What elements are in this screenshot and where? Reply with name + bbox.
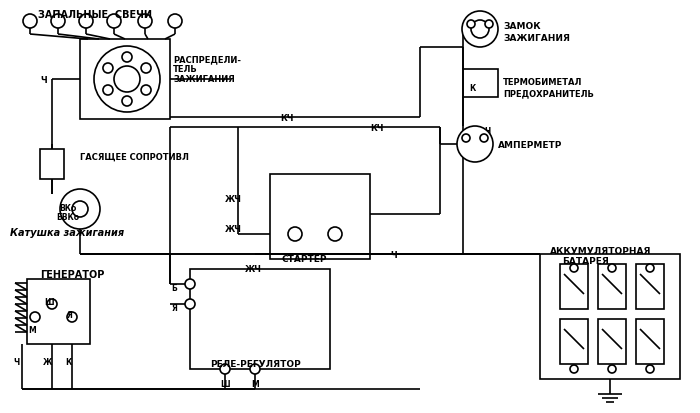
Circle shape [185,299,195,309]
Bar [560,264,588,309]
Text: М: М [251,379,259,388]
Circle shape [72,202,88,218]
Circle shape [47,299,57,309]
Text: ТЕЛЬ: ТЕЛЬ [173,65,197,74]
Bar [270,175,370,259]
Text: АККУМУЛЯТОРНАЯ: АККУМУЛЯТОРНАЯ [550,247,652,255]
Circle shape [103,64,113,74]
Text: БАТАРЕЯ: БАТАРЕЯ [562,256,609,266]
Circle shape [485,21,493,29]
Bar [190,269,330,369]
Circle shape [141,64,151,74]
Circle shape [646,365,654,373]
Text: Ж: Ж [43,357,52,366]
Circle shape [107,15,121,29]
Circle shape [141,86,151,96]
Circle shape [51,15,65,29]
Text: Ч: Ч [484,127,490,136]
Circle shape [467,21,475,29]
Bar [560,319,588,364]
Text: Ш: Ш [220,379,230,388]
Text: РАСПРЕДЕЛИ-: РАСПРЕДЕЛИ- [173,55,241,64]
Circle shape [220,364,230,374]
Text: ЗАЖИГАНИЯ: ЗАЖИГАНИЯ [503,34,570,43]
Circle shape [462,12,498,48]
Circle shape [457,127,493,163]
Circle shape [138,15,152,29]
Text: КЧ: КЧ [370,124,384,133]
Text: Б: Б [171,283,177,292]
Circle shape [94,47,160,113]
Circle shape [462,135,470,142]
Text: БВКо: БВКо [56,212,79,221]
Text: РЕЛЕ-РЕГУЛЯТОР: РЕЛЕ-РЕГУЛЯТОР [210,359,301,368]
Bar [80,40,170,120]
Circle shape [23,15,37,29]
Text: К: К [65,357,71,366]
Circle shape [570,264,578,272]
Text: М: М [28,325,36,334]
Text: КЧ: КЧ [280,114,293,123]
Circle shape [79,15,93,29]
Bar [27,279,90,344]
Text: Ч: Ч [14,357,20,366]
Text: ЖЧ: ЖЧ [225,195,242,204]
Bar [636,264,664,309]
Bar [40,150,64,180]
Text: Ш: Ш [44,297,54,306]
Circle shape [122,97,132,107]
Circle shape [30,312,40,322]
Text: ЗАМОК: ЗАМОК [503,22,540,31]
Text: Я: Я [171,303,177,312]
Text: Ч: Ч [40,76,47,85]
Circle shape [185,279,195,289]
Text: Катушка зажигания: Катушка зажигания [10,228,124,237]
Text: ГАСЯЩЕЕ СОПРОТИВЛ: ГАСЯЩЕЕ СОПРОТИВЛ [80,153,189,161]
Circle shape [168,15,182,29]
Circle shape [646,264,654,272]
Circle shape [471,21,489,39]
Circle shape [250,364,260,374]
Text: ЖЧ: ЖЧ [245,264,262,273]
Text: ЗАПАЛЬНЫЕ  СВЕЧИ: ЗАПАЛЬНЫЕ СВЕЧИ [38,10,152,20]
Circle shape [103,86,113,96]
Circle shape [114,67,140,93]
Bar [463,70,498,98]
Text: ПРЕДОХРАНИТЕЛЬ: ПРЕДОХРАНИТЕЛЬ [503,89,594,98]
Circle shape [570,365,578,373]
Circle shape [288,228,302,242]
Text: Я: Я [66,310,72,319]
Text: ВКо: ВКо [59,204,76,212]
Text: ТЕРМОБИМЕТАЛ: ТЕРМОБИМЕТАЛ [503,78,582,87]
Circle shape [608,264,616,272]
Text: СТАРТЕР: СТАРТЕР [282,254,328,263]
Text: АМПЕРМЕТР: АМПЕРМЕТР [498,141,562,150]
Circle shape [608,365,616,373]
Text: К: К [469,84,475,93]
Circle shape [122,53,132,63]
Text: ЗАЖИГАНИЯ: ЗАЖИГАНИЯ [173,75,235,84]
Text: ГЕНЕРАТОР: ГЕНЕРАТОР [40,269,104,279]
Bar [540,254,680,379]
Circle shape [67,312,77,322]
Circle shape [480,135,488,142]
Bar [636,319,664,364]
Bar [598,264,626,309]
Circle shape [60,190,100,230]
Text: Ч: Ч [390,250,397,259]
Circle shape [328,228,342,242]
Bar [598,319,626,364]
Text: ЖЧ: ЖЧ [225,224,242,233]
